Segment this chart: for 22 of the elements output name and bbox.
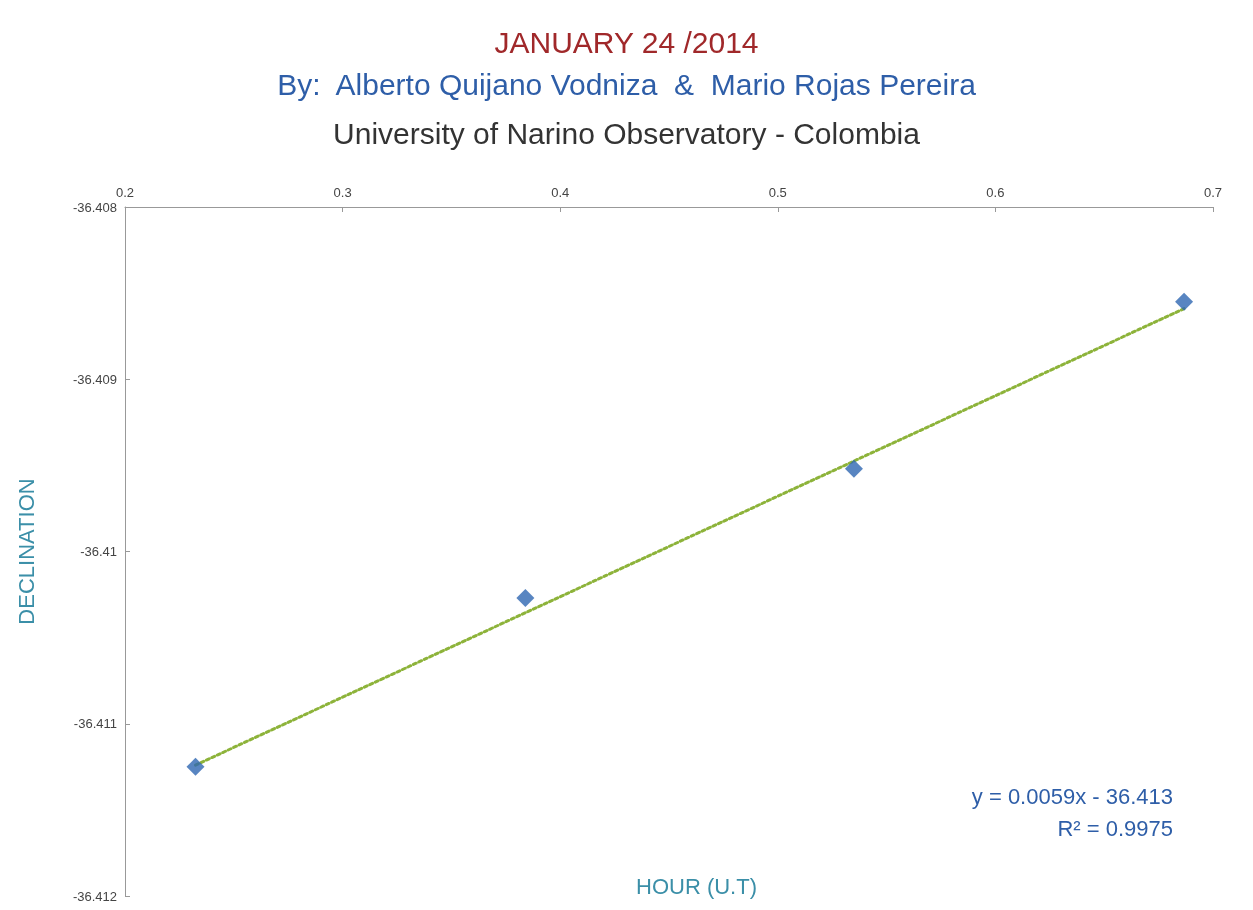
point (1175, 292, 1194, 311)
x-tick-label: 0.7 (1203, 185, 1223, 200)
text: University of Narino Observatory - Colombia (333, 116, 921, 150)
y-tick-label: -36.41 (80, 544, 117, 559)
x-tick-label: 0.2 (115, 185, 135, 200)
point (186, 757, 205, 776)
point (844, 459, 863, 478)
y-tick-label: -36.408 (72, 199, 117, 215)
x-tick-label: 0.4 (551, 185, 570, 200)
y-tick-label: -36.412 (72, 888, 117, 904)
annotation: R² = 0.9975 (1057, 815, 1173, 841)
x-axis-title: HOUR (U.T) (636, 873, 757, 899)
x-tick-label: 0.3 (333, 185, 352, 200)
y-tick-label: -36.409 (72, 371, 117, 387)
x-tick-label: 0.6 (986, 185, 1005, 200)
chart-subtitle: By: Alberto Quijano Vodniza & Mario Rojas Pereira (277, 67, 977, 101)
x-tick-label: 0.5 (768, 185, 787, 200)
y-axis-title: DECLINATION (13, 478, 39, 625)
point (516, 589, 535, 608)
chart-title: JANUARY 24 /2014 (494, 25, 759, 59)
annotation: y = 0.0059x - 36.413 (971, 783, 1173, 809)
y-tick-label: -36.411 (73, 716, 117, 732)
